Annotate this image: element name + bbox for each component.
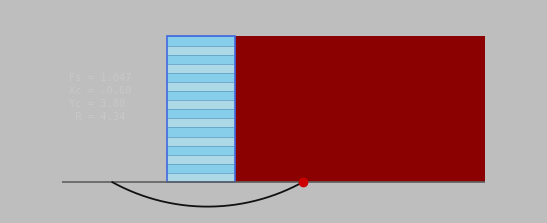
Bar xyxy=(166,173,235,182)
Bar xyxy=(166,55,235,64)
Bar xyxy=(235,36,485,182)
Bar xyxy=(166,64,235,73)
Bar xyxy=(166,109,235,118)
Bar xyxy=(166,45,235,55)
Bar xyxy=(166,127,235,136)
Bar xyxy=(166,146,235,155)
Bar xyxy=(166,100,235,109)
Bar xyxy=(166,36,235,45)
Bar xyxy=(166,82,235,91)
Bar xyxy=(166,73,235,82)
Bar xyxy=(166,36,235,182)
Bar xyxy=(166,164,235,173)
Bar xyxy=(166,118,235,127)
Bar xyxy=(166,136,235,146)
Bar xyxy=(166,91,235,100)
Bar xyxy=(166,155,235,164)
Text: Fs = 1.047
Xc = -0.60
Yc = 3.80
 R = 4.34: Fs = 1.047 Xc = -0.60 Yc = 3.80 R = 4.34 xyxy=(69,73,131,122)
